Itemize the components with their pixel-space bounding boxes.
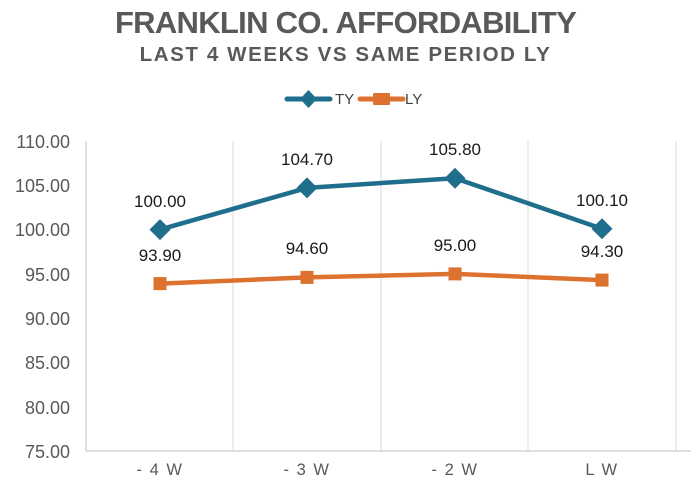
svg-text:TY: TY (335, 91, 354, 108)
svg-text:LY: LY (405, 91, 422, 108)
